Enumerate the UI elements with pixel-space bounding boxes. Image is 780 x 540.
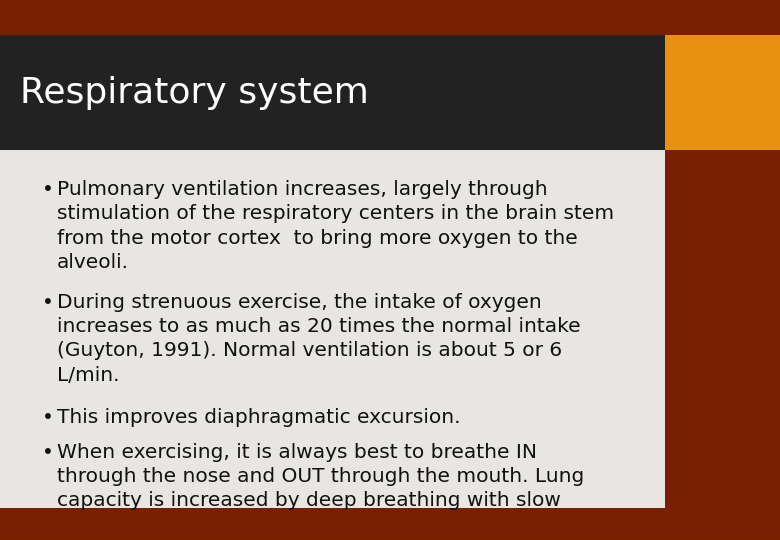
Bar bbox=[665, 35, 780, 150]
Text: •: • bbox=[42, 293, 54, 312]
Text: When exercising, it is always best to breathe IN
through the nose and OUT throug: When exercising, it is always best to br… bbox=[57, 443, 584, 510]
Text: •: • bbox=[42, 408, 54, 427]
Text: •: • bbox=[42, 180, 54, 199]
Text: This improves diaphragmatic excursion.: This improves diaphragmatic excursion. bbox=[57, 408, 460, 427]
Text: Respiratory system: Respiratory system bbox=[20, 76, 369, 110]
Bar bbox=[0, 35, 665, 150]
Text: During strenuous exercise, the intake of oxygen
increases to as much as 20 times: During strenuous exercise, the intake of… bbox=[57, 293, 580, 384]
Text: Pulmonary ventilation increases, largely through
stimulation of the respiratory : Pulmonary ventilation increases, largely… bbox=[57, 180, 614, 272]
Text: •: • bbox=[42, 443, 54, 462]
Bar bbox=[0, 150, 665, 508]
